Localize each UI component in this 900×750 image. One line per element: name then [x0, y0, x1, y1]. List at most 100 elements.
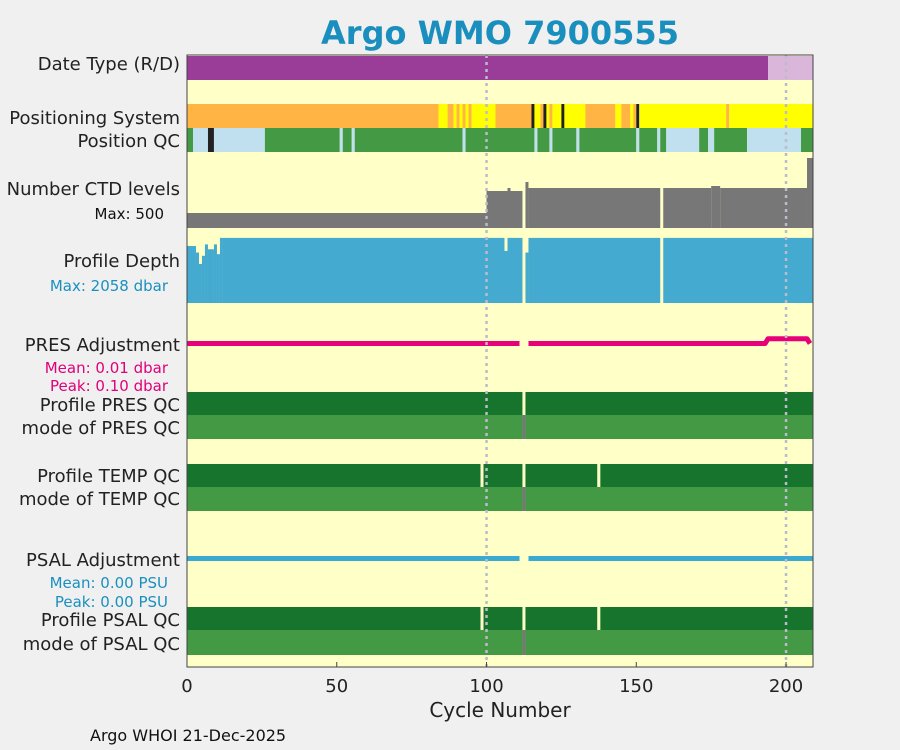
profile-pres-qc-segment-0 [187, 392, 523, 415]
plot-area-frame [186, 54, 814, 668]
positioning-system-segment-2 [447, 104, 454, 128]
label-pres-adjustment: PRES Adjustment [25, 335, 180, 356]
positioning-system-segment-14 [540, 104, 544, 128]
position-qc-segment-1 [192, 128, 208, 152]
position-qc-segment-5 [339, 128, 343, 152]
positioning-system-segment-18 [552, 104, 562, 128]
label-date-type: Date Type (R/D) [38, 54, 180, 75]
position-qc-segment-3 [213, 128, 265, 152]
position-qc-segment-8 [354, 128, 463, 152]
positioning-system-segment-13 [534, 104, 541, 128]
profile-psal-qc-segment-0 [187, 607, 481, 630]
positioning-system-segment-1 [438, 104, 448, 128]
positioning-system-segment-17 [549, 104, 553, 128]
position-qc-segment-15 [576, 128, 580, 152]
positioning-system-segment-25 [633, 104, 637, 128]
label-profile-depth: Profile Depth [63, 251, 180, 272]
profile-depth-bar-10 [504, 250, 508, 303]
profile-psal-qc-segment-6 [600, 607, 813, 630]
date-type-segment-1 [768, 56, 813, 80]
profile-depth-bar-6 [213, 244, 217, 303]
ctd-levels-bar-10 [720, 188, 808, 228]
position-qc-segment-22 [699, 128, 709, 152]
profile-pres-qc-segment-1 [522, 392, 526, 415]
profile-depth-bar-2 [198, 263, 202, 303]
depth-max-label: Max: 2058 dbar [50, 277, 169, 295]
profile-depth-bar-9 [222, 237, 505, 303]
position-qc-segment-20 [660, 128, 667, 152]
positioning-system-segment-8 [468, 104, 472, 128]
profile-depth-bar-5 [207, 249, 214, 303]
positioning-system-segment-24 [630, 104, 634, 128]
mode-temp-qc-segment-2 [525, 487, 813, 511]
positioning-system-segment-11 [495, 104, 532, 128]
pres-adjustment-line-1 [528, 336, 813, 346]
positioning-system-segment-9 [471, 104, 475, 128]
profile-temp-qc-segment-4 [525, 464, 598, 487]
x-tick-label-0: 0 [181, 676, 192, 697]
profile-psal-qc-segment-3 [522, 607, 526, 630]
mode-pres-qc-segment-2 [525, 415, 813, 439]
profile-pres-qc-segment-2 [525, 392, 813, 415]
position-qc-segment-14 [552, 128, 577, 152]
positioning-system-segment-7 [465, 104, 469, 128]
x-axis-ticks: 0 50 100 150 200 [181, 662, 803, 697]
position-qc-segment-11 [534, 128, 538, 152]
ctd-levels-bar-11 [807, 158, 813, 228]
position-qc-segment-9 [462, 128, 466, 152]
ctd-levels-bar-2 [507, 188, 511, 228]
x-tick-label-50: 50 [325, 676, 348, 697]
positioning-system-segment-3 [453, 104, 457, 128]
positioning-system-segment-28 [726, 104, 730, 128]
positioning-system-segment-22 [615, 104, 622, 128]
profile-depth-bar-0 [187, 246, 196, 303]
chart-title: Argo WMO 7900555 [321, 14, 679, 52]
x-tick-label-200: 200 [769, 676, 803, 697]
positioning-system-segment-0 [187, 104, 439, 128]
profile-depth-bar-3 [201, 255, 205, 303]
date-type-segment-0 [187, 56, 769, 80]
label-mode-psal-qc: mode of PSAL QC [23, 634, 180, 655]
position-qc-segment-21 [666, 128, 700, 152]
position-qc-segment-17 [636, 128, 640, 152]
position-qc-segment-7 [351, 128, 355, 152]
position-qc-segment-24 [714, 128, 748, 152]
pres-peak-label: Peak: 0.10 dbar [50, 377, 169, 395]
position-qc-segment-2 [207, 128, 214, 152]
label-profile-psal-qc: Profile PSAL QC [41, 610, 180, 631]
profile-depth-bar-8 [219, 237, 223, 303]
positioning-system-segment-10 [474, 104, 496, 128]
profile-temp-qc-segment-1 [480, 464, 484, 487]
label-profile-pres-qc: Profile PRES QC [40, 395, 180, 416]
psal-peak-label: Peak: 0.00 PSU [55, 593, 168, 611]
profile-depth-bar-16 [663, 237, 813, 303]
profile-temp-qc-segment-6 [600, 464, 813, 487]
mode-pres-qc-segment-1 [522, 415, 526, 439]
mode-temp-qc-segment-0 [187, 487, 523, 511]
label-profile-temp-qc: Profile TEMP QC [37, 466, 180, 487]
pres-mean-label: Mean: 0.01 dbar [45, 359, 169, 377]
mode-psal-qc-segment-0 [187, 630, 523, 655]
position-qc-segment-13 [549, 128, 553, 152]
ctd-levels-bar-6 [528, 188, 661, 228]
positioning-system-segment-29 [729, 104, 813, 128]
position-qc-segment-6 [342, 128, 352, 152]
position-qc-segment-18 [639, 128, 658, 152]
profile-depth-bar-7 [216, 254, 220, 303]
position-qc-segment-4 [264, 128, 340, 152]
positioning-system-segment-21 [585, 104, 616, 128]
ctd-levels-bar-9 [711, 186, 721, 228]
label-position-qc: Position QC [77, 131, 180, 152]
x-axis-label: Cycle Number [429, 698, 571, 722]
mode-psal-qc-segment-2 [525, 630, 813, 655]
data-bars [187, 56, 813, 655]
profile-temp-qc-segment-0 [187, 464, 481, 487]
profile-temp-qc-segment-5 [597, 464, 601, 487]
profile-depth-bar-14 [528, 237, 661, 303]
position-qc-segment-23 [708, 128, 715, 152]
positioning-system-segment-20 [564, 104, 586, 128]
position-qc-segment-26 [801, 128, 813, 152]
profile-depth-bar-11 [507, 237, 523, 303]
profile-temp-qc-segment-3 [522, 464, 526, 487]
